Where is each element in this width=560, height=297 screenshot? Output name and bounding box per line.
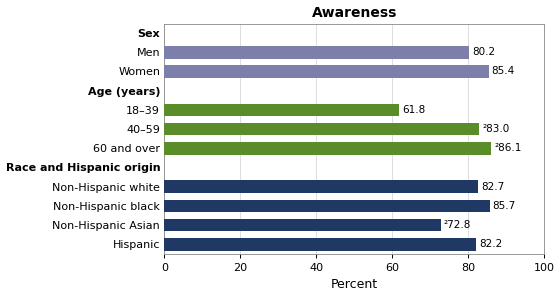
Bar — [164, 219, 441, 231]
Text: ²83.0: ²83.0 — [483, 124, 510, 134]
Bar — [164, 104, 399, 116]
X-axis label: Percent: Percent — [330, 279, 377, 291]
Title: Awareness: Awareness — [311, 6, 397, 20]
Bar — [164, 181, 478, 193]
Text: ²86.1: ²86.1 — [494, 143, 521, 153]
Text: 82.7: 82.7 — [481, 182, 505, 192]
Text: 61.8: 61.8 — [402, 105, 425, 115]
Bar — [164, 200, 489, 212]
Bar — [164, 65, 488, 78]
Text: 85.4: 85.4 — [492, 67, 515, 77]
Bar — [164, 123, 479, 135]
Text: 85.7: 85.7 — [493, 201, 516, 211]
Bar — [164, 46, 469, 59]
Bar — [164, 142, 491, 154]
Text: 80.2: 80.2 — [472, 47, 495, 57]
Text: ²72.8: ²72.8 — [444, 220, 471, 230]
Text: 82.2: 82.2 — [479, 239, 503, 249]
Bar — [164, 238, 477, 250]
